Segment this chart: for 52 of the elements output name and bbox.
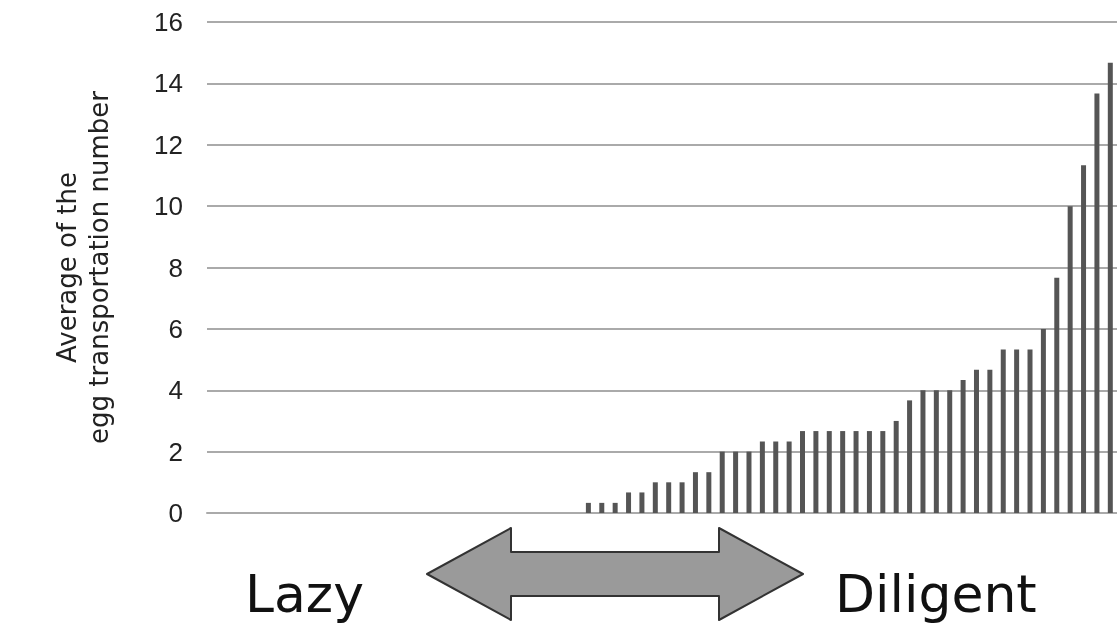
bar (853, 431, 859, 513)
bar (1081, 165, 1087, 513)
bar (933, 390, 939, 513)
bar (1054, 277, 1060, 513)
bar (733, 451, 739, 513)
bar (746, 451, 752, 513)
y-tick-label: 6 (168, 313, 183, 344)
bar (1014, 349, 1020, 513)
y-tick-label: 8 (168, 252, 183, 283)
bar (759, 441, 765, 513)
bar (652, 482, 658, 513)
bar (1000, 349, 1006, 513)
bar (679, 482, 685, 513)
bar (639, 492, 645, 513)
bar (947, 390, 953, 513)
bar (786, 441, 792, 513)
bar (773, 441, 779, 513)
y-tick-label: 10 (154, 191, 183, 222)
bar (973, 369, 979, 513)
bar (612, 502, 618, 513)
text: Lazy (245, 564, 364, 624)
bar (920, 390, 926, 513)
bar (666, 482, 672, 513)
bar (692, 472, 698, 513)
bar (719, 451, 725, 513)
bar (840, 431, 846, 513)
y-tick-label: 14 (154, 68, 183, 99)
bar (1067, 206, 1073, 513)
bar (893, 420, 899, 513)
bar (706, 472, 712, 513)
bar (880, 431, 886, 513)
bar (826, 431, 832, 513)
y-tick-label: 2 (168, 436, 183, 467)
bar (813, 431, 819, 513)
bar (1027, 349, 1033, 513)
y-tick-label: 4 (168, 375, 183, 406)
bar (599, 502, 605, 513)
y-axis-title: Average of the egg transportation number (52, 90, 114, 444)
bar (987, 369, 993, 513)
text: Diligent (835, 564, 1037, 624)
bar (1040, 328, 1046, 513)
bar (907, 400, 913, 513)
bar (960, 380, 966, 513)
y-tick-label: 16 (154, 7, 183, 37)
bar (866, 431, 872, 513)
bar (626, 492, 632, 513)
bar (585, 502, 591, 513)
bar (1094, 93, 1100, 513)
y-tick-label: 12 (154, 129, 183, 160)
y-tick-label: 0 (168, 498, 183, 528)
bar (800, 431, 806, 513)
bar (1107, 62, 1113, 513)
